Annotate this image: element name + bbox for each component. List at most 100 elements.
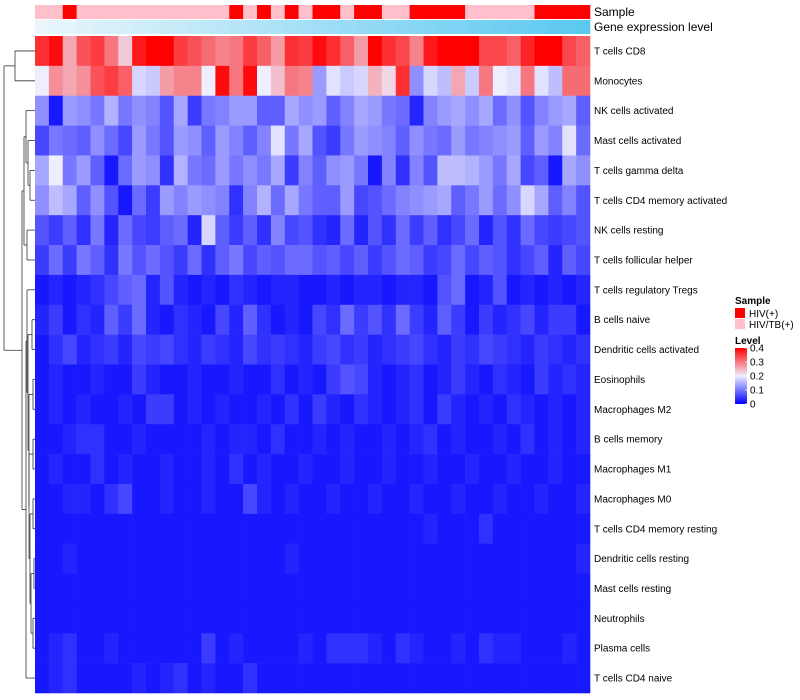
heatmap-cell bbox=[395, 394, 410, 425]
sample-annotation-cell bbox=[437, 5, 452, 19]
heatmap-cell bbox=[492, 424, 508, 455]
gene-expression-annotation-cell bbox=[76, 20, 91, 34]
heatmap-cell bbox=[451, 364, 466, 395]
heatmap-cell bbox=[118, 573, 133, 604]
heatmap-cell bbox=[451, 334, 466, 365]
heatmap-cell bbox=[326, 36, 341, 67]
heatmap-cell bbox=[576, 185, 591, 216]
heatmap-cell bbox=[520, 603, 535, 634]
heatmap-cell bbox=[479, 65, 494, 97]
heatmap-cell bbox=[506, 573, 521, 604]
gene-expression-annotation-cell bbox=[35, 20, 50, 34]
heatmap-cell bbox=[48, 215, 64, 246]
heatmap-cell bbox=[381, 95, 397, 126]
heatmap-cell bbox=[492, 304, 508, 335]
heatmap-cell bbox=[76, 185, 91, 216]
heatmap-cell bbox=[312, 633, 327, 664]
row-labels: T cells CD8 Monocytes NK cells activated Ma… bbox=[594, 46, 727, 684]
heatmap-cell bbox=[479, 394, 494, 425]
heatmap-cell bbox=[492, 95, 508, 126]
heatmap-cell bbox=[354, 513, 369, 544]
heatmap-cell bbox=[534, 424, 549, 455]
heatmap-cell bbox=[270, 245, 286, 276]
heatmap-cell bbox=[270, 394, 286, 425]
heatmap-cell bbox=[492, 573, 508, 604]
heatmap-cell bbox=[465, 633, 480, 664]
gene-expression-annotation-cell bbox=[534, 20, 549, 34]
heatmap-cell bbox=[451, 633, 466, 664]
heatmap-cell bbox=[298, 663, 313, 694]
heatmap-cell bbox=[576, 65, 591, 97]
heatmap-cell bbox=[243, 573, 258, 604]
heatmap-cell bbox=[479, 274, 494, 306]
heatmap-cell bbox=[159, 65, 175, 97]
heatmap-cell bbox=[562, 245, 577, 276]
heatmap-cell bbox=[451, 543, 466, 574]
sample-annotation-cell bbox=[159, 5, 175, 19]
gene-expression-annotation-cell bbox=[326, 20, 341, 34]
heatmap-cell bbox=[534, 274, 549, 306]
heatmap-cell bbox=[548, 543, 563, 574]
heatmap-cell bbox=[395, 543, 410, 574]
heatmap-cell bbox=[76, 543, 91, 574]
heatmap-cell bbox=[354, 36, 369, 67]
heatmap-cell bbox=[506, 633, 521, 664]
heatmap-cell bbox=[76, 245, 91, 276]
heatmap-cell bbox=[90, 394, 105, 425]
legend-level-ticks: 0.4 0.3 0.2 0.1 0 bbox=[745, 344, 764, 411]
heatmap-cell bbox=[562, 543, 577, 574]
heatmap-cell bbox=[520, 364, 535, 395]
heatmap-cell bbox=[506, 155, 521, 186]
heatmap-cell bbox=[312, 513, 327, 544]
heatmap-cell bbox=[479, 155, 494, 186]
heatmap-cell bbox=[215, 65, 230, 97]
heatmap-cell bbox=[243, 95, 258, 126]
heatmap-cell bbox=[562, 95, 577, 126]
heatmap-cell bbox=[270, 125, 286, 156]
heatmap-cell bbox=[479, 603, 494, 634]
heatmap-cell bbox=[35, 245, 50, 276]
sample-annotation-cell bbox=[492, 5, 508, 19]
heatmap-cell bbox=[104, 334, 119, 365]
heatmap-cell bbox=[381, 603, 397, 634]
gene-expression-annotation-cell bbox=[90, 20, 105, 34]
heatmap-cell bbox=[118, 245, 133, 276]
heatmap-cell bbox=[257, 245, 272, 276]
heatmap-cell bbox=[312, 125, 327, 156]
heatmap-cell bbox=[340, 483, 355, 515]
heatmap-cell bbox=[326, 334, 341, 365]
sample-annotation-cell bbox=[104, 5, 119, 19]
heatmap-cell bbox=[548, 36, 563, 67]
heatmap-cell bbox=[146, 633, 161, 664]
gene-expression-annotation-cell bbox=[423, 20, 438, 34]
heatmap-cell bbox=[465, 215, 480, 246]
heatmap-cell bbox=[409, 185, 424, 216]
heatmap-cell bbox=[465, 513, 480, 544]
heatmap-cell bbox=[479, 215, 494, 246]
heatmap-cell bbox=[146, 65, 161, 97]
heatmap-cell bbox=[284, 334, 299, 365]
heatmap-cell bbox=[368, 633, 383, 664]
sample-annotation-cell bbox=[479, 5, 494, 19]
heatmap-cell bbox=[284, 304, 299, 335]
heatmap-cell bbox=[243, 334, 258, 365]
heatmap-cell bbox=[284, 125, 299, 156]
heatmap-cell bbox=[215, 603, 230, 634]
heatmap-cell bbox=[104, 245, 119, 276]
heatmap-cell bbox=[201, 334, 216, 365]
heatmap-cell bbox=[409, 603, 424, 634]
heatmap-cell bbox=[437, 334, 452, 365]
heatmap-cell bbox=[215, 424, 230, 455]
heatmap-cell bbox=[548, 394, 563, 425]
heatmap-cell bbox=[492, 454, 508, 485]
heatmap-cell bbox=[146, 274, 161, 306]
heatmap-cell bbox=[423, 155, 438, 186]
heatmap-cell bbox=[395, 185, 410, 216]
heatmap-cell bbox=[132, 65, 147, 97]
heatmap-cell bbox=[506, 304, 521, 335]
heatmap-cell bbox=[548, 95, 563, 126]
heatmap-cell bbox=[354, 394, 369, 425]
sample-annotation-cell bbox=[132, 5, 147, 19]
heatmap-cell bbox=[340, 215, 355, 246]
heatmap-cell bbox=[35, 454, 50, 485]
